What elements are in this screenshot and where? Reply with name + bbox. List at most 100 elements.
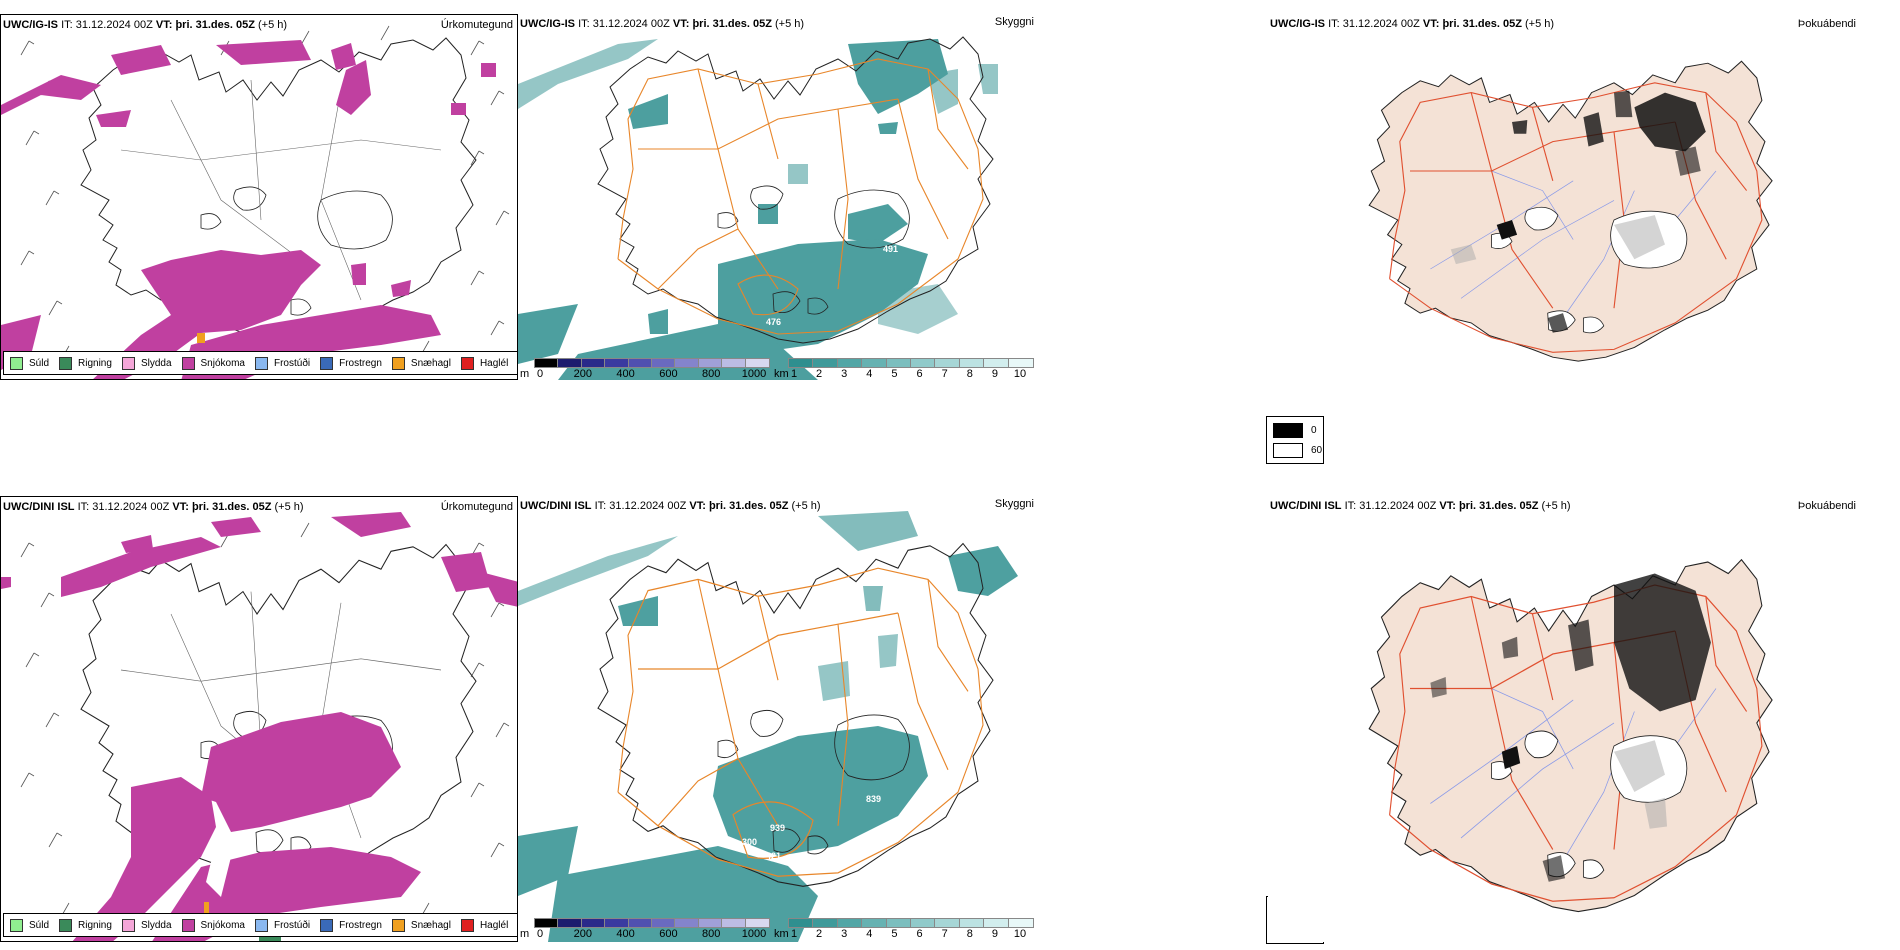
colorbar-segment bbox=[627, 918, 653, 928]
vt-value: þri. 31.des. 05Z bbox=[1458, 500, 1539, 512]
colorbar-segment bbox=[1007, 358, 1034, 368]
colorbar-segment bbox=[910, 358, 937, 368]
colorbar-segment bbox=[861, 358, 888, 368]
precip-legend-swatch bbox=[254, 356, 268, 370]
colorbar-unit: km bbox=[774, 368, 789, 380]
colorbar-segment bbox=[983, 918, 1010, 928]
fog-map-row1 bbox=[1368, 60, 1773, 362]
fog-legend-item: 0 bbox=[1273, 423, 1317, 438]
visibility-map-row2: 939 300 421 839 bbox=[518, 511, 1018, 942]
lead-time: (+5 h) bbox=[258, 19, 288, 31]
model-name: UWC/DINI ISL bbox=[520, 500, 592, 512]
panel-header: UWC/IG-IS IT: 31.12.2024 00Z VT: þri. 31… bbox=[3, 19, 287, 31]
precip-legend-item: Súld bbox=[10, 918, 50, 932]
precip-legend-item: Frostúði bbox=[254, 918, 310, 932]
precip-legend-swatch bbox=[121, 356, 135, 370]
colorbar-segment bbox=[557, 918, 583, 928]
precip-legend-swatch bbox=[181, 918, 195, 932]
panel-title: Úrkomutegund bbox=[440, 501, 513, 513]
precip-legend-item: Snæhagl bbox=[391, 356, 451, 370]
colorbar-segment bbox=[604, 358, 630, 368]
colorbar-segment bbox=[788, 918, 815, 928]
colorbar-tick: 3 bbox=[841, 928, 848, 940]
colorbar-segment bbox=[885, 918, 912, 928]
colorbar-tick: 2 bbox=[816, 368, 823, 380]
precip-legend-item: Frostregn bbox=[320, 918, 382, 932]
it-value: 31.12.2024 00Z bbox=[1342, 18, 1420, 30]
colorbar-tick: 4 bbox=[866, 368, 873, 380]
colorbar-tick: 7 bbox=[941, 368, 948, 380]
colorbar-segment bbox=[721, 918, 747, 928]
colorbar-segment bbox=[674, 918, 700, 928]
snow-areas bbox=[1, 512, 517, 941]
fog-legend-item: 60 bbox=[1273, 443, 1322, 458]
height-colorbar: m 0 200 400 600 800 1000 bbox=[520, 358, 770, 380]
precip-type-panel-row1: UWC/IG-IS IT: 31.12.2024 00Z VT: þri. 31… bbox=[0, 14, 518, 380]
colorbar-segment bbox=[910, 918, 937, 928]
visibility-panel-row2: 939 300 421 839 UWC/DINI ISL IT: 31.12.2… bbox=[518, 496, 1038, 942]
colorbar-segment bbox=[836, 918, 864, 928]
precip-legend-swatch bbox=[181, 356, 195, 370]
precip-legend-label: Slydda bbox=[140, 919, 172, 931]
precip-legend-label: Súld bbox=[29, 919, 50, 931]
height-colorbar: m 0 200 400 600 800 1000 bbox=[520, 918, 770, 940]
colorbar-segment bbox=[534, 918, 560, 928]
it-label: IT: bbox=[1344, 500, 1357, 512]
fog-swatch bbox=[1273, 423, 1303, 438]
colorbar-tick: 600 bbox=[659, 928, 678, 940]
vis-value-label: 300 bbox=[742, 837, 757, 847]
precip-legend-label: Rigning bbox=[78, 919, 112, 931]
lead-time: (+5 h) bbox=[791, 500, 821, 512]
precip-legend-swatch bbox=[10, 918, 23, 932]
colorbar-tick: 5 bbox=[891, 928, 898, 940]
colorbar-segment bbox=[604, 918, 630, 928]
vt-label: VT: bbox=[1439, 500, 1456, 512]
colorbar-segment bbox=[1007, 918, 1034, 928]
vt-value: þri. 31.des. 05Z bbox=[1442, 18, 1522, 30]
panel-header: UWC/DINI ISL IT: 31.12.2024 00Z VT: þri.… bbox=[3, 501, 304, 513]
colorbar-tick: 400 bbox=[616, 928, 635, 940]
colorbar-tick: 800 bbox=[702, 928, 721, 940]
it-value: 31.12.2024 00Z bbox=[609, 500, 687, 512]
vt-value: þri. 31.des. 05Z bbox=[175, 19, 255, 31]
colorbar-segment bbox=[934, 358, 961, 368]
precip-legend-item: Rigning bbox=[59, 918, 112, 932]
precip-legend-item: Frostregn bbox=[320, 356, 382, 370]
colorbar-unit: km bbox=[774, 928, 789, 940]
colorbar-tick: 3 bbox=[841, 368, 848, 380]
colorbar-tick: 10 bbox=[1013, 928, 1027, 940]
precip-legend-item: Snæhagl bbox=[391, 918, 451, 932]
precip-legend-label: Frostúði bbox=[273, 357, 311, 369]
colorbar-segment bbox=[534, 358, 560, 368]
precip-legend-swatch bbox=[254, 918, 268, 932]
colorbar-tick: 200 bbox=[573, 368, 592, 380]
vt-label: VT: bbox=[172, 501, 189, 513]
panel-title: Skyggni bbox=[994, 498, 1034, 510]
it-label: IT: bbox=[594, 500, 607, 512]
fog-map-row2 bbox=[1368, 559, 1773, 913]
visibility-panel-row1: 491 476 UWC/IG-IS IT: 31.12.2024 00Z VT:… bbox=[518, 14, 1038, 380]
panel-title: Úrkomutegund bbox=[440, 19, 513, 31]
colorbar-tick: 2 bbox=[816, 928, 823, 940]
wind-barbs bbox=[20, 517, 510, 918]
precip-legend-label: Snjókoma bbox=[200, 919, 245, 931]
colorbar-segment bbox=[812, 358, 839, 368]
precip-map-row1 bbox=[1, 25, 510, 379]
vt-label: VT: bbox=[672, 18, 690, 30]
visibility-colorbar: km 1 2 3 4 5 6 7 8 9 10 bbox=[774, 358, 1034, 380]
colorbar-segment bbox=[697, 918, 724, 928]
colorbar-segment bbox=[580, 918, 607, 928]
precip-legend-item: Snjókoma bbox=[181, 356, 245, 370]
colorbar-tick: 800 bbox=[702, 368, 721, 380]
precip-legend-item: Rigning bbox=[59, 356, 112, 370]
vt-label: VT: bbox=[689, 500, 706, 512]
lead-time: (+5 h) bbox=[1541, 500, 1571, 512]
colorbar-segment bbox=[697, 358, 724, 368]
fog-legend-label: 0 bbox=[1311, 425, 1317, 436]
it-label: IT: bbox=[61, 19, 73, 31]
vis-value-label: 939 bbox=[770, 823, 785, 833]
precip-legend-item: Súld bbox=[10, 356, 49, 370]
precip-legend-item: Slydda bbox=[121, 918, 172, 932]
fog-swatch bbox=[1273, 443, 1303, 458]
it-label: IT: bbox=[578, 18, 590, 30]
